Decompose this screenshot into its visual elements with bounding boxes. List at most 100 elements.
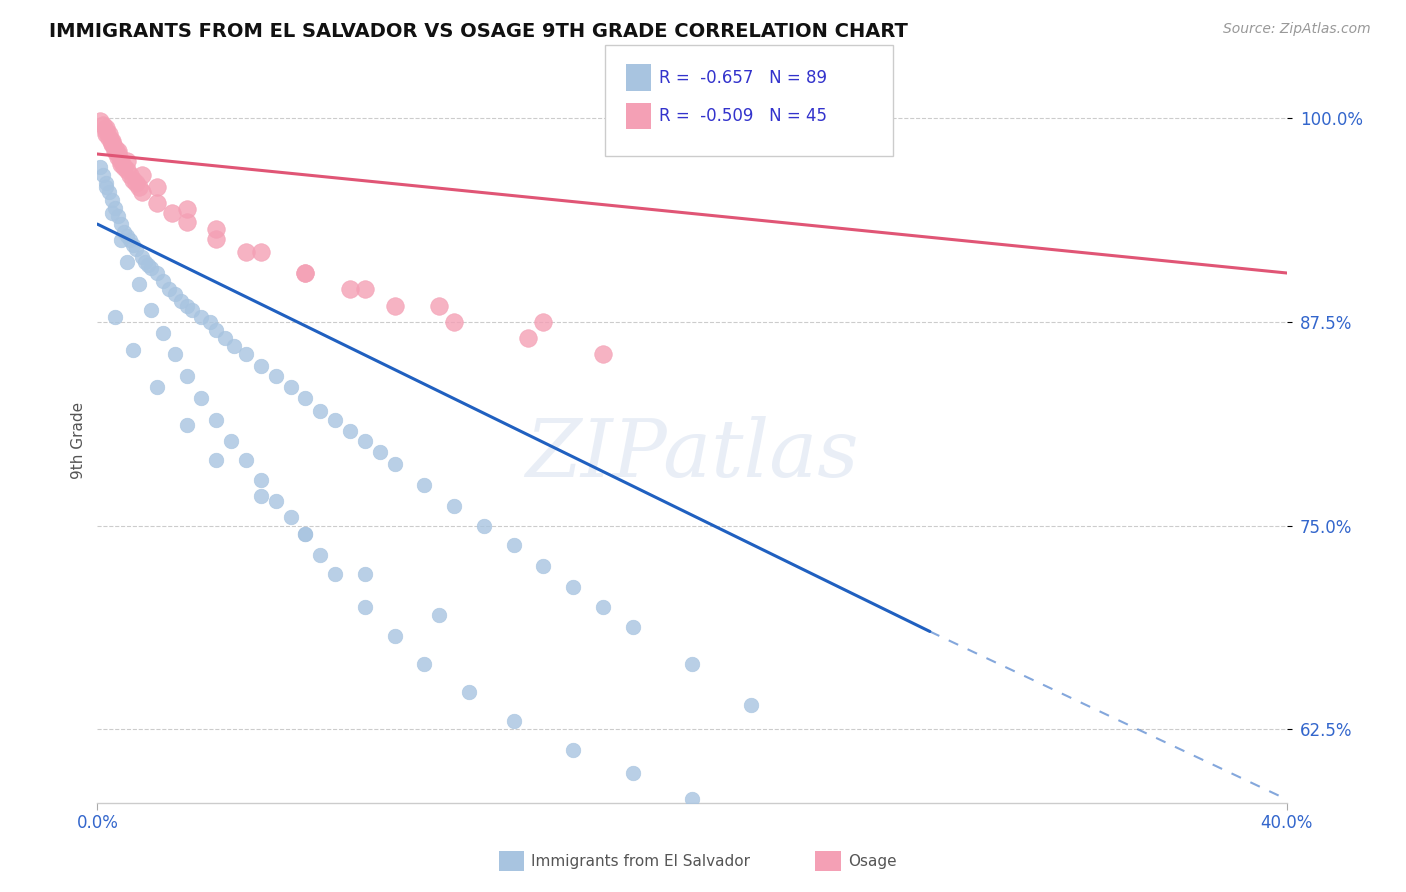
Point (96, 120, 118, 135)
Point (101, 136, 124, 150)
Point (101, 134, 124, 148)
Point (128, 179, 150, 194)
Point (139, 261, 162, 276)
Point (413, 478, 436, 492)
Point (122, 173, 145, 187)
Point (354, 600, 377, 615)
Point (562, 581, 585, 595)
Point (157, 282, 180, 296)
Point (110, 217, 132, 231)
Point (146, 195, 169, 210)
Point (531, 315, 554, 329)
Point (354, 282, 377, 296)
Point (323, 412, 346, 426)
Point (443, 315, 465, 329)
Point (740, 698, 762, 712)
Point (205, 323, 228, 337)
Point (107, 209, 129, 223)
Point (139, 303, 162, 318)
Point (91, 118, 114, 132)
Point (235, 453, 257, 467)
Point (98, 185, 121, 199)
Point (131, 185, 153, 199)
Point (621, 619, 644, 633)
Point (169, 293, 191, 308)
Point (131, 168, 153, 182)
Point (104, 140, 127, 154)
Point (146, 179, 169, 194)
Point (592, 347, 614, 361)
Point (98, 130, 121, 145)
Point (131, 250, 153, 264)
Point (621, 766, 644, 780)
Point (176, 368, 198, 383)
Point (458, 685, 481, 699)
Point (214, 331, 236, 345)
Point (176, 202, 198, 217)
Point (250, 489, 273, 503)
Point (104, 310, 127, 324)
Text: Source: ZipAtlas.com: Source: ZipAtlas.com (1223, 22, 1371, 37)
Point (384, 629, 406, 643)
Point (115, 228, 138, 243)
Point (112, 160, 135, 174)
Point (323, 567, 346, 582)
Point (250, 359, 273, 373)
Point (354, 567, 377, 582)
Point (190, 310, 212, 324)
Point (859, 847, 882, 862)
Point (517, 331, 540, 345)
Point (280, 380, 302, 394)
Point (122, 238, 145, 252)
Point (339, 424, 361, 438)
Point (146, 380, 169, 394)
Point (681, 792, 703, 806)
Point (502, 538, 524, 552)
Point (384, 299, 406, 313)
Point (427, 299, 450, 313)
Point (136, 258, 159, 272)
Point (98, 128, 121, 142)
Point (205, 453, 228, 467)
Point (128, 277, 150, 292)
Point (339, 282, 361, 296)
Point (101, 193, 124, 207)
Point (384, 457, 406, 471)
Point (592, 600, 614, 615)
Point (110, 153, 132, 168)
Point (294, 266, 316, 280)
Point (89, 160, 111, 174)
Point (120, 168, 142, 182)
Point (413, 657, 436, 671)
Text: IMMIGRANTS FROM EL SALVADOR VS OSAGE 9TH GRADE CORRELATION CHART: IMMIGRANTS FROM EL SALVADOR VS OSAGE 9TH… (49, 22, 908, 41)
Point (918, 869, 941, 883)
Point (205, 222, 228, 236)
Point (354, 434, 377, 448)
Point (176, 215, 198, 229)
Point (176, 417, 198, 432)
Point (125, 177, 148, 191)
Point (205, 232, 228, 246)
Point (152, 326, 174, 341)
Text: R =  -0.509   N = 45: R = -0.509 N = 45 (659, 107, 827, 125)
Text: ZIPatlas: ZIPatlas (526, 416, 859, 493)
Point (443, 499, 465, 513)
Point (96, 128, 118, 142)
Point (112, 225, 135, 239)
Point (146, 266, 169, 280)
Point (562, 743, 585, 757)
Point (309, 548, 332, 562)
Point (96, 179, 118, 194)
Point (110, 234, 132, 248)
Point (681, 657, 703, 671)
Point (115, 254, 138, 268)
Point (125, 242, 148, 256)
Point (368, 445, 391, 459)
Point (181, 303, 204, 318)
Point (250, 473, 273, 487)
Point (122, 343, 145, 357)
Point (96, 177, 118, 191)
Point (163, 287, 186, 301)
Point (280, 510, 302, 524)
Text: Immigrants from El Salvador: Immigrants from El Salvador (531, 855, 751, 869)
